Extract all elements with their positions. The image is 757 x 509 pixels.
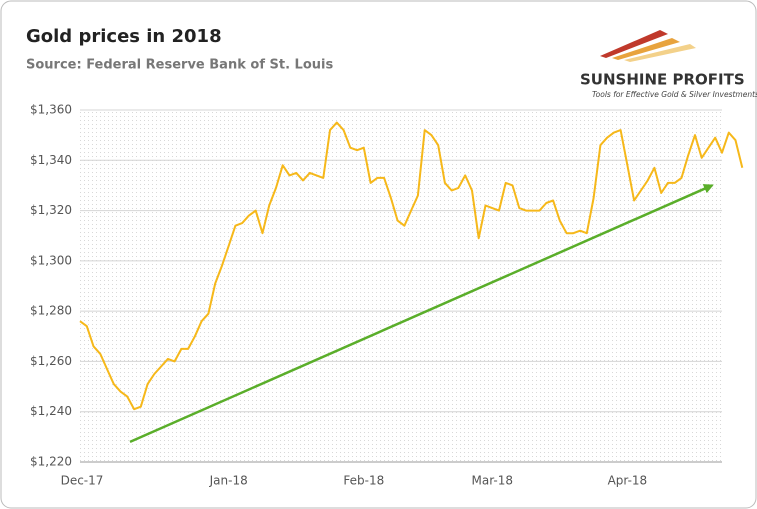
trend-arrow xyxy=(129,184,714,444)
y-tick-label: $1,300 xyxy=(30,253,72,267)
y-tick-label: $1,280 xyxy=(30,304,72,318)
x-tick-label: Jan-18 xyxy=(209,474,248,488)
logo-tagline: Tools for Effective Gold & Silver Invest… xyxy=(592,90,757,99)
chart-subtitle: Source: Federal Reserve Bank of St. Loui… xyxy=(26,58,333,73)
x-tick-label: Apr-18 xyxy=(608,474,648,488)
x-tick-label: Mar-18 xyxy=(471,474,512,488)
x-tick-label: Feb-18 xyxy=(343,474,384,488)
y-tick-label: $1,220 xyxy=(30,455,72,469)
plot-area xyxy=(80,110,722,462)
x-tick-label: Dec-17 xyxy=(61,474,104,488)
y-tick-label: $1,340 xyxy=(30,153,72,167)
logo-name: SUNSHINE PROFITS xyxy=(580,71,745,89)
y-tick-label: $1,260 xyxy=(30,354,72,368)
y-tick-label: $1,320 xyxy=(30,203,72,217)
price-line xyxy=(79,121,744,411)
y-tick-label: $1,240 xyxy=(30,404,72,418)
logo: SUNSHINE PROFITS Tools for Effective Gol… xyxy=(580,30,757,99)
chart-title: Gold prices in 2018 xyxy=(26,26,222,47)
y-tick-label: $1,360 xyxy=(30,103,72,117)
